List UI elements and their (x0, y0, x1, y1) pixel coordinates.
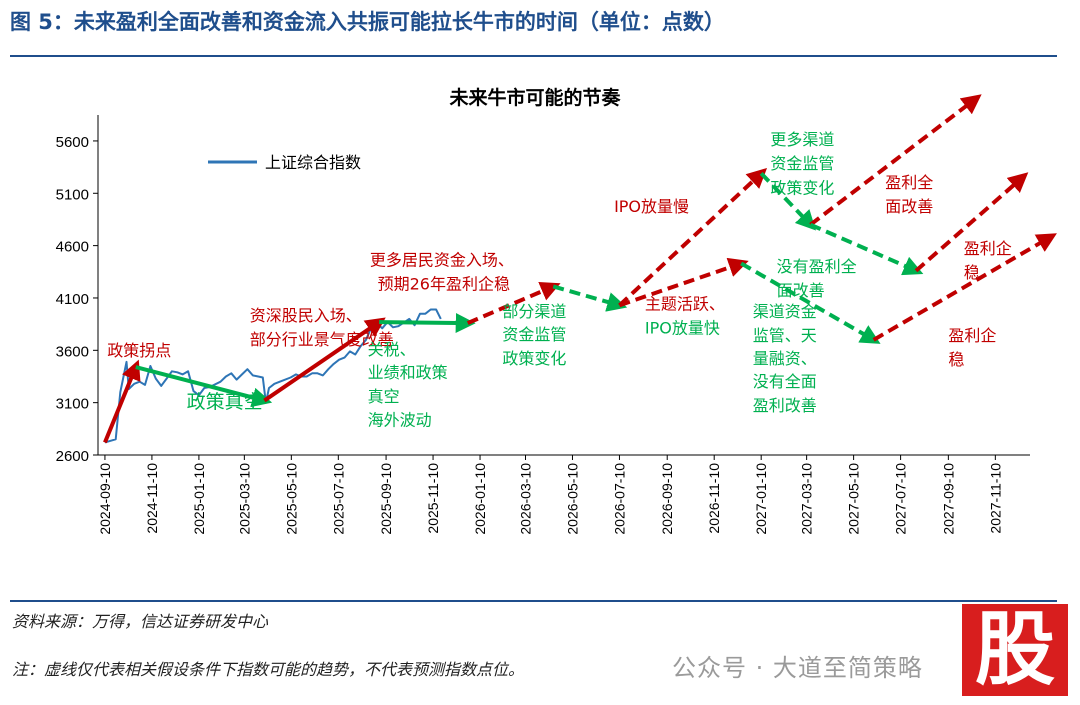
scenario-arrow-5 (466, 281, 561, 325)
annotation-24: 盈利企 (964, 239, 1012, 258)
x-tick-label: 2027-11-10 (987, 463, 1003, 534)
annotation-13: 政策变化 (502, 349, 566, 368)
annotation-17: 更多渠道 (770, 130, 834, 149)
x-tick-label: 2026-03-10 (517, 463, 533, 535)
scenario-arrow-11 (809, 222, 924, 276)
scenario-arrow-9 (759, 172, 817, 231)
annotation-5: 关税、 (368, 340, 416, 359)
y-tick-label: 4600 (56, 239, 89, 256)
annotation-32: 稳 (948, 350, 964, 369)
x-tick-label: 2026-07-10 (611, 463, 627, 535)
x-tick-label: 2027-09-10 (940, 463, 956, 535)
source-note: 资料来源：万得，信达证券研发中心 (12, 612, 269, 631)
annotation-23: 面改善 (777, 281, 825, 300)
x-tick-label: 2025-11-10 (425, 463, 441, 534)
x-tick-label: 2026-09-10 (659, 463, 675, 535)
x-tick-label: 2027-03-10 (799, 463, 815, 535)
y-tick-label: 4100 (56, 291, 89, 308)
annotation-15: 主题活跃、 (645, 294, 725, 313)
x-tick-label: 2027-07-10 (893, 463, 909, 535)
annotation-21: 面改善 (885, 197, 933, 216)
annotation-9: 更多居民资金入场、 (370, 251, 514, 270)
x-tick-label: 2025-09-10 (378, 463, 394, 535)
x-tick-label: 2027-05-10 (846, 463, 862, 535)
annotation-19: 政策变化 (770, 178, 834, 197)
scenario-arrow-1 (103, 359, 141, 444)
y-tick-label: 3100 (56, 396, 89, 413)
footer-rule (10, 600, 1057, 602)
x-tick-label: 2027-01-10 (753, 463, 769, 535)
annotation-20: 盈利全 (885, 173, 933, 192)
annotation-30: 盈利改善 (753, 396, 817, 415)
scenario-arrow-10 (809, 94, 982, 227)
x-tick-label: 2026-11-10 (706, 463, 722, 534)
annotation-2: 政策真空 (187, 391, 263, 413)
x-tick-label: 2024-11-10 (144, 463, 160, 534)
annotation-18: 资金监管 (770, 154, 834, 173)
annotation-28: 量融资、 (753, 349, 817, 368)
annotation-31: 盈利企 (948, 326, 996, 345)
x-tick-label: 2025-05-10 (283, 463, 299, 535)
y-tick-label: 2600 (56, 448, 89, 465)
annotation-4: 部分行业景气度改善 (250, 330, 394, 349)
x-tick-label: 2025-07-10 (330, 463, 346, 535)
figure-title: 图 5：未来盈利全面改善和资金流入共振可能拉长牛市的时间（单位：点数） (10, 10, 725, 34)
y-tick-label: 5100 (56, 186, 89, 203)
scenario-arrow-8 (618, 257, 749, 308)
y-tick-label: 3600 (56, 343, 89, 360)
annotation-12: 资金监管 (502, 325, 566, 344)
scenario-arrow-14 (872, 233, 1057, 342)
x-tick-label: 2026-01-10 (472, 463, 488, 535)
annotation-22: 没有盈利全 (777, 257, 857, 276)
annotation-16: IPO放量快 (645, 319, 720, 338)
annotation-25: 稳 (964, 263, 980, 282)
x-tick-label: 2025-03-10 (236, 463, 252, 535)
annotation-1: 政策拐点 (107, 341, 171, 360)
annotation-6: 业绩和政策 (368, 363, 448, 382)
annotation-27: 监管、天 (753, 326, 817, 345)
scenario-arrow-7 (618, 167, 768, 307)
y-tick-label: 5600 (56, 134, 89, 151)
x-tick-label: 2025-01-10 (191, 463, 207, 535)
scenario-arrow-6 (552, 284, 628, 312)
chart-title: 未来牛市可能的节奏 (448, 86, 621, 109)
scenario-arrow-3 (263, 317, 386, 403)
annotation-10: 预期26年盈利企稳 (378, 275, 510, 294)
annotation-14: IPO放量慢 (614, 197, 689, 216)
legend-label: 上证综合指数 (265, 153, 361, 172)
x-tick-label: 2026-05-10 (564, 463, 580, 535)
annotation-11: 部分渠道 (502, 302, 566, 321)
annotation-29: 没有全面 (753, 372, 817, 391)
annotation-3: 资深股民入场、 (250, 306, 362, 325)
scenario-arrow-2 (135, 365, 273, 408)
disclaimer-note: 注：虚线仅代表相关假设条件下指数可能的趋势，不代表预测指数点位。 (12, 660, 525, 679)
scenario-arrow-13 (740, 261, 881, 344)
annotation-8: 海外波动 (368, 411, 432, 430)
title-rule (10, 55, 1057, 57)
brand-logo: 股 (962, 604, 1068, 696)
chart-svg: 未来牛市可能的节奏 2600 3100 3600 4100 4600 5100 5600 202… (56, 86, 1057, 535)
watermark-text: 公众号 · 大道至简策略 (672, 654, 923, 682)
scenario-arrow-12 (914, 172, 1029, 273)
scenario-arrow-4 (379, 312, 476, 333)
annotation-7: 真空 (368, 387, 400, 406)
x-tick-label: 2024-09-10 (97, 463, 113, 535)
annotation-26: 渠道资金 (753, 302, 817, 321)
